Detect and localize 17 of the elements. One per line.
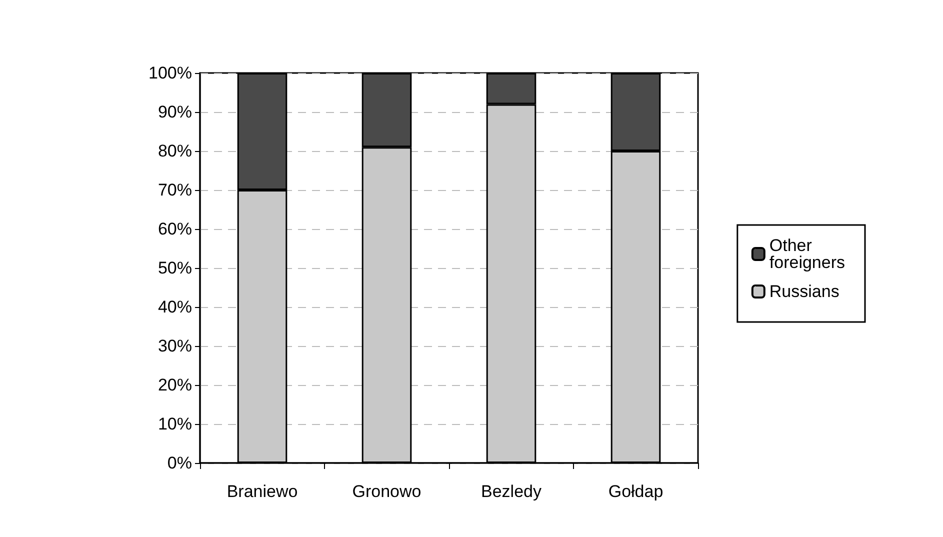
y-tick-label: 10%: [158, 414, 192, 434]
x-tick-label: Gronowo: [352, 482, 422, 501]
legend-label: Russians: [769, 282, 840, 301]
y-tick-label: 80%: [158, 142, 192, 160]
y-tick-label: 90%: [158, 102, 192, 122]
y-tick-label: 50%: [158, 258, 192, 278]
y-tick-label: 100%: [148, 64, 192, 82]
legend-label: Other foreigners: [769, 236, 846, 272]
y-tick-label: 20%: [158, 376, 192, 394]
y-tick-label: 30%: [158, 336, 192, 356]
x-tick-label: Braniewo: [226, 482, 298, 501]
x-tick-label: Gołdap: [608, 482, 664, 501]
y-tick-label: 60%: [158, 220, 192, 238]
y-tick-label: 40%: [158, 298, 192, 316]
y-tick-label: 0%: [167, 454, 192, 472]
y-tick-label: 70%: [158, 180, 192, 200]
x-tick-label: Bezledy: [481, 482, 542, 501]
